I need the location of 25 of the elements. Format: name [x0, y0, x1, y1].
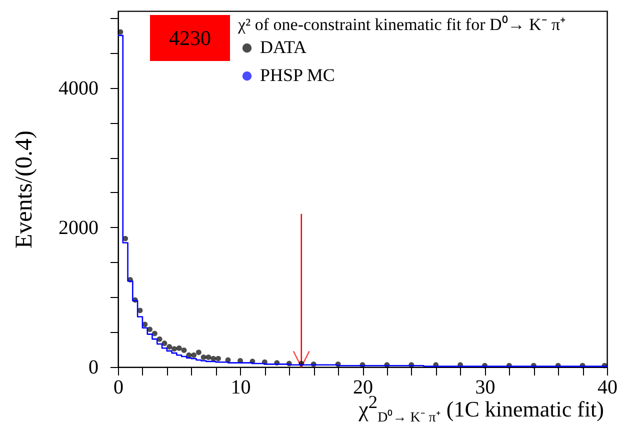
point [181, 348, 187, 353]
x-tick-label: 40 [598, 376, 618, 398]
point [196, 350, 202, 356]
point [162, 340, 168, 346]
point [171, 346, 177, 352]
point [216, 356, 221, 362]
point [118, 29, 124, 35]
x-tick-label: 30 [475, 376, 496, 398]
y-tick-label: 2000 [58, 216, 98, 239]
point [166, 344, 172, 350]
point [191, 352, 197, 358]
legend-label: DATA [260, 37, 307, 57]
y-tick-label: 0 [88, 356, 98, 378]
point [152, 330, 158, 336]
annotation: 4230 [150, 15, 230, 61]
x-tick-label: 0 [114, 376, 124, 398]
point [200, 354, 206, 360]
y-axis-title: Events/(0.4) [12, 130, 38, 248]
y-tick-label: 4000 [58, 77, 98, 100]
x-tick-label: 10 [230, 376, 251, 398]
point [176, 345, 182, 351]
legend-label: PHSP MC [260, 65, 335, 85]
point [210, 356, 216, 362]
legend-title: χ² of one-constraint kinematic fit for D⁰→ K⁻ π⁺ [237, 15, 566, 34]
point [206, 354, 212, 360]
